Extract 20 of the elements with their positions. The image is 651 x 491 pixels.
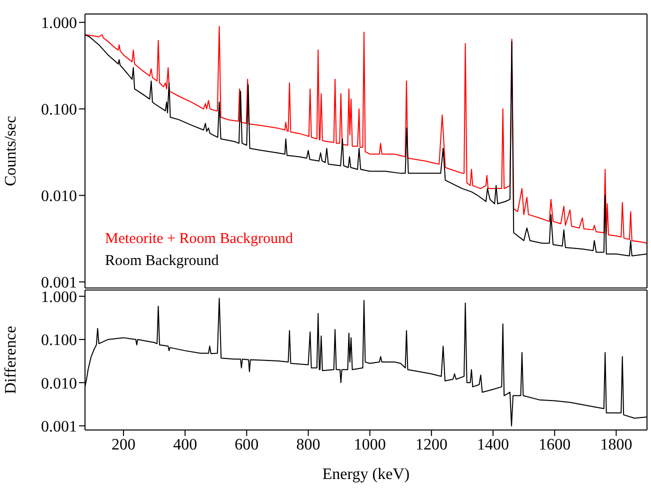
x-tick-label: 600	[234, 436, 259, 454]
x-tick-label: 1800	[600, 436, 632, 454]
x-tick-label: 1200	[415, 436, 448, 454]
text: Room Background	[105, 252, 220, 271]
y-tick-label: 0.010	[41, 188, 77, 206]
y-tick-label: 0.001	[41, 418, 77, 436]
y-tick-label: 0.100	[41, 102, 77, 119]
y-tick-label: 0.010	[41, 375, 77, 392]
x-tick-label: 1400	[477, 436, 510, 454]
x-tick-label: 800	[296, 436, 320, 454]
y-tick-label: 1.000	[41, 15, 77, 32]
text: Meteorite + Room Background	[105, 230, 294, 249]
x-axis-title: Energy (keV)	[322, 466, 410, 483]
y-axis-title: Counts/sec	[2, 116, 20, 186]
x-tick-label: 1600	[538, 436, 571, 454]
x-tick-label: 400	[173, 436, 198, 454]
y-axis-title: Difference	[2, 326, 20, 394]
x-tick-label: 200	[111, 436, 136, 454]
y-tick-label: 0.100	[41, 332, 77, 350]
x-tick-label: 1000	[354, 436, 386, 454]
